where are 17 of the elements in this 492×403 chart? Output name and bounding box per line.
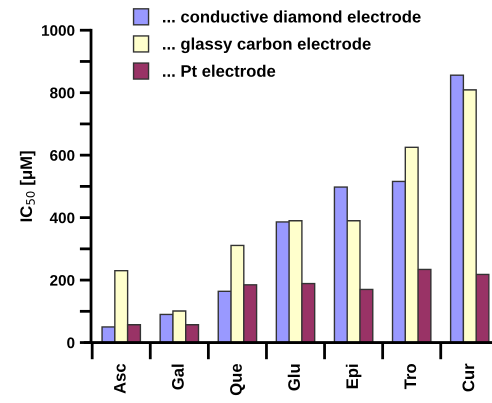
x-tick-label: Cur bbox=[462, 364, 474, 392]
y-tick-label: 0 bbox=[67, 337, 74, 348]
y-tick-label: 200 bbox=[50, 274, 74, 286]
x-tick-label: Tro bbox=[404, 364, 416, 390]
x-tick-label: Asc bbox=[114, 364, 126, 394]
legend-label: ... glassy carbon electrode bbox=[163, 37, 371, 54]
y-tick-label: 800 bbox=[50, 88, 74, 98]
x-tick-label: Epi bbox=[346, 364, 362, 388]
x-tick-label: Glu bbox=[288, 364, 300, 390]
y-tick-label: 1000 bbox=[42, 25, 74, 36]
x-tick-label: Que bbox=[230, 364, 246, 396]
legend-label: ... Pt electrode bbox=[163, 64, 276, 77]
x-tick-label: Gal bbox=[172, 364, 184, 390]
y-tick-label: 600 bbox=[50, 150, 74, 161]
legend-label: ... conductive diamond electrode bbox=[163, 10, 421, 23]
y-axis-title: IC$_{50}$ [μM] bbox=[20, 151, 36, 222]
y-tick-label: 400 bbox=[50, 212, 74, 224]
